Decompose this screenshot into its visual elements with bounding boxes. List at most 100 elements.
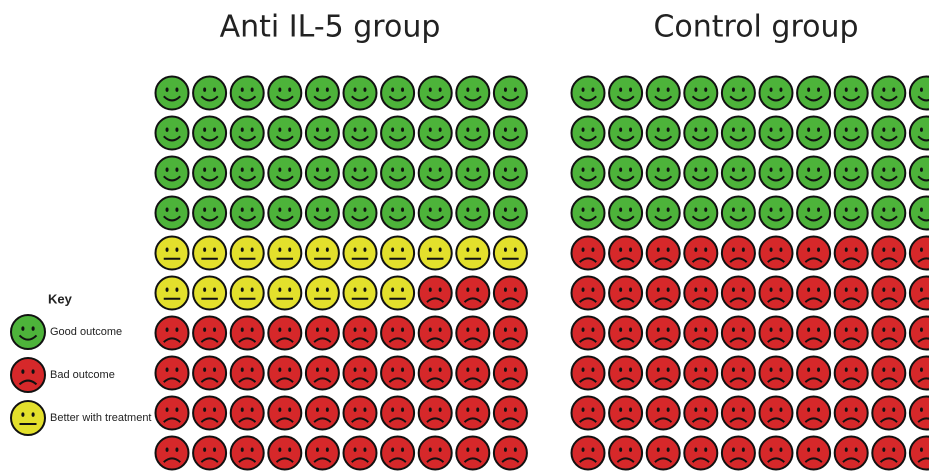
eye — [629, 447, 633, 452]
eye — [779, 327, 783, 332]
face — [455, 155, 491, 191]
eye — [476, 207, 480, 212]
face — [380, 195, 416, 231]
face-icon — [267, 75, 303, 111]
eye — [288, 287, 292, 292]
mouth — [804, 95, 823, 102]
face — [492, 195, 528, 231]
eye — [503, 207, 507, 212]
eye — [165, 247, 169, 252]
face-icon — [796, 115, 832, 151]
face-icon — [833, 315, 869, 351]
mouth — [917, 457, 929, 463]
face — [492, 275, 528, 311]
mouth — [691, 95, 710, 102]
legend-label: Good outcome — [50, 326, 122, 338]
eye — [882, 327, 886, 332]
face-icon — [758, 435, 794, 471]
mouth — [579, 297, 597, 303]
mouth — [501, 337, 520, 343]
eye — [438, 407, 442, 412]
eye — [315, 367, 319, 372]
eye — [175, 327, 179, 332]
eye — [919, 327, 923, 332]
mouth — [879, 257, 898, 263]
face — [267, 395, 303, 431]
face-icon — [758, 195, 794, 231]
face — [871, 395, 907, 431]
face — [796, 115, 832, 151]
eye — [807, 247, 811, 252]
eye — [278, 367, 282, 372]
mouth — [238, 417, 257, 423]
mouth — [616, 337, 635, 343]
eye — [466, 367, 470, 372]
face — [796, 275, 832, 311]
mouth — [313, 215, 332, 222]
eye — [165, 87, 169, 92]
face-icon — [267, 355, 303, 391]
eye — [817, 87, 821, 92]
face-icon — [683, 435, 719, 471]
eye — [844, 287, 848, 292]
face-icon — [645, 395, 681, 431]
eye — [581, 247, 585, 252]
mouth — [654, 257, 673, 263]
face-icon — [10, 357, 46, 393]
face-icon — [683, 75, 719, 111]
eye — [250, 247, 254, 252]
mouth — [388, 457, 407, 463]
face — [683, 435, 719, 471]
face-icon — [608, 395, 644, 431]
mouth — [917, 417, 929, 423]
face — [267, 75, 303, 111]
legend-label: Better with treatment — [50, 412, 152, 424]
face-icon — [796, 355, 832, 391]
face-icon — [758, 115, 794, 151]
mouth — [388, 95, 407, 102]
eye — [278, 87, 282, 92]
face — [417, 435, 453, 471]
eye — [363, 287, 367, 292]
face — [720, 395, 756, 431]
eye — [844, 87, 848, 92]
face-icon — [154, 235, 190, 271]
face-icon — [492, 235, 528, 271]
face — [455, 315, 491, 351]
face — [645, 395, 681, 431]
mouth — [163, 135, 181, 142]
face-icon — [871, 115, 907, 151]
face-icon — [833, 75, 869, 111]
eye — [288, 407, 292, 412]
eye — [619, 247, 623, 252]
face — [871, 275, 907, 311]
eye — [353, 327, 357, 332]
face — [570, 395, 606, 431]
face — [154, 275, 190, 311]
face-icon — [796, 275, 832, 311]
face-icon — [908, 275, 929, 311]
eye — [769, 207, 773, 212]
eye — [844, 367, 848, 372]
eye — [250, 127, 254, 132]
eye — [428, 247, 432, 252]
mouth — [579, 417, 597, 423]
face-icon — [570, 315, 606, 351]
face — [608, 75, 644, 111]
face — [608, 115, 644, 151]
eye — [807, 127, 811, 132]
mouth — [917, 337, 929, 343]
face-icon — [154, 155, 190, 191]
mouth — [200, 337, 219, 343]
mouth — [275, 457, 294, 463]
face — [908, 195, 929, 231]
face-icon — [380, 315, 416, 351]
eye — [892, 127, 896, 132]
mouth — [351, 377, 369, 383]
mouth — [879, 215, 898, 222]
face-icon — [304, 275, 340, 311]
eye — [240, 167, 244, 172]
face — [417, 355, 453, 391]
face-icon — [380, 75, 416, 111]
eye — [165, 287, 169, 292]
